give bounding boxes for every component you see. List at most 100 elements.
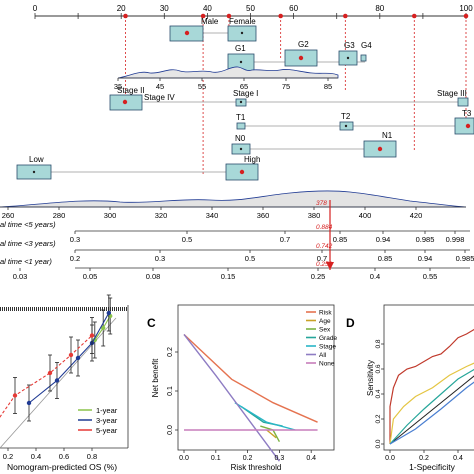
calibration-point xyxy=(47,370,53,376)
male-label: Male xyxy=(201,17,219,26)
c-x-tick-label: 0.2 xyxy=(243,455,253,462)
calibration-line-3-year xyxy=(28,312,110,404)
stage4-label: Stage IV xyxy=(144,93,175,102)
total-tick-label: 400 xyxy=(359,211,372,220)
b-tick-label: 0.6 xyxy=(59,452,69,461)
points-tick-label-30: 30 xyxy=(160,4,169,13)
total-tick-label: 280 xyxy=(53,211,66,220)
c-legend-label: Stage xyxy=(319,344,336,351)
survival-tick-label: 0.3 xyxy=(155,254,165,263)
age-tick-label: 55 xyxy=(198,82,206,91)
c-legend-label: None xyxy=(319,361,335,368)
roc-reference-line xyxy=(389,375,474,445)
roc-curves xyxy=(389,328,474,445)
survival-tick-label: 0.985 xyxy=(416,235,435,244)
calibration-point xyxy=(89,333,95,338)
d-ylabel: Sensitivity xyxy=(366,360,375,396)
d-x-tick-label: 0.0 xyxy=(385,455,395,462)
decision-curve-age xyxy=(266,429,277,439)
total-tick-label: 300 xyxy=(104,211,117,220)
survival-tick-label: 0.55 xyxy=(423,272,438,281)
roc-curve xyxy=(389,328,474,444)
total-points-ticks: 260 280 300 320 340 360 380 400 420 xyxy=(2,207,423,220)
low-label: Low xyxy=(29,155,44,164)
panel-d-label: D xyxy=(346,316,355,330)
survival-highlight: 0.259 xyxy=(316,261,333,268)
total-tick-label: 420 xyxy=(410,211,423,220)
survival-tick-label: 0.15 xyxy=(221,272,236,281)
panel-d: D 0.0 0.2 0.4 0.0 0.2 0.4 0.6 0.8 1-Specificity… xyxy=(346,304,474,472)
t3-label: T3 xyxy=(462,109,472,118)
survival-tick-label: 0.985 xyxy=(456,254,474,263)
calibration-point xyxy=(106,310,112,316)
t1-box xyxy=(236,122,246,130)
total-tick-label: 320 xyxy=(155,211,168,220)
points-tick-label-50: 50 xyxy=(246,4,255,13)
age-density-curve xyxy=(117,66,339,79)
survival-probability-rows: al time <5 years) 0.3 0.5 0.7 0.85 0.94 0.985 0… xyxy=(0,220,474,281)
calibration-point xyxy=(75,355,81,361)
n0-dot xyxy=(239,147,243,151)
n0-label: N0 xyxy=(235,134,246,143)
stage3-box xyxy=(457,97,469,107)
low-dot xyxy=(32,170,36,174)
stage2-point xyxy=(122,99,128,105)
n1-point xyxy=(377,146,383,152)
survival-row-label: al time <1 year) xyxy=(0,257,52,266)
g3-dot xyxy=(346,56,350,60)
red-axis-point xyxy=(123,13,128,19)
calibration-point xyxy=(54,378,60,383)
c-legend-label: Age xyxy=(319,318,331,325)
high-label: High xyxy=(244,155,260,164)
c-legend-label: Sex xyxy=(319,327,331,334)
c-x-tick-label: 0.1 xyxy=(211,455,221,462)
legend-label: 5-year xyxy=(96,426,118,435)
stage1-dot xyxy=(239,100,243,104)
b-tick-label: 0.4 xyxy=(31,452,41,461)
c-ylabel: Net benefit xyxy=(151,358,160,397)
c-y-tick-label: 0.2 xyxy=(167,347,174,357)
calibration-point xyxy=(26,400,32,406)
survival-tick-label: 0.85 xyxy=(333,235,348,244)
roc-curve xyxy=(389,381,474,445)
c-legend-label: All xyxy=(319,352,327,359)
red-axis-point xyxy=(226,13,232,19)
stage3-label: Stage III xyxy=(437,89,467,98)
calibration-point xyxy=(68,352,74,358)
female-label: Female xyxy=(229,17,256,26)
total-points-highlight: 378 xyxy=(316,200,327,207)
survival-tick-label: 0.7 xyxy=(317,254,327,263)
survival-tick-label: 0.94 xyxy=(418,254,433,263)
total-tick-label: 380 xyxy=(308,211,321,220)
survival-highlight: 0.884 xyxy=(316,224,333,231)
g3-label: G3 xyxy=(344,41,355,50)
survival-highlight: 0.742 xyxy=(316,243,333,250)
decision-curve-risk xyxy=(183,333,318,423)
panel-b: 0.2 0.4 0.6 0.8 Nomogram-predicted OS (%) 1… xyxy=(0,294,129,472)
points-tick-label-20: 20 xyxy=(117,4,126,13)
c-plot-frame xyxy=(177,304,335,451)
d-xlabel: 1-Specificity xyxy=(409,462,456,472)
d-x-tick-label: 0.2 xyxy=(419,455,429,462)
points-tick-label-40: 40 xyxy=(203,4,212,13)
g2-point xyxy=(298,55,304,61)
c-legend-label: Grade xyxy=(319,335,337,342)
legend-label: 1-year xyxy=(96,406,118,415)
g2-label: G2 xyxy=(298,40,309,49)
g4-box xyxy=(360,54,367,62)
stage2-label: Stage II xyxy=(117,86,145,95)
total-points-density xyxy=(0,190,467,208)
red-axis-point xyxy=(411,13,417,19)
survival-tick-label: 0.94 xyxy=(376,235,391,244)
age-tick-label: 35 xyxy=(114,82,122,91)
calibration-point xyxy=(12,393,18,398)
survival-row-label: al time <3 years) xyxy=(0,239,56,248)
survival-tick-label: 0.03 xyxy=(13,272,28,281)
d-y-tick-label: 0.8 xyxy=(375,339,382,348)
survival-tick-label: 0.5 xyxy=(245,254,255,263)
survival-tick-label: 0.5 xyxy=(182,235,192,244)
c-ticks: 0.0 0.1 0.2 0.3 0.4 0.0 0.1 0.2 xyxy=(167,347,316,462)
age-tick-label: 85 xyxy=(324,82,332,91)
